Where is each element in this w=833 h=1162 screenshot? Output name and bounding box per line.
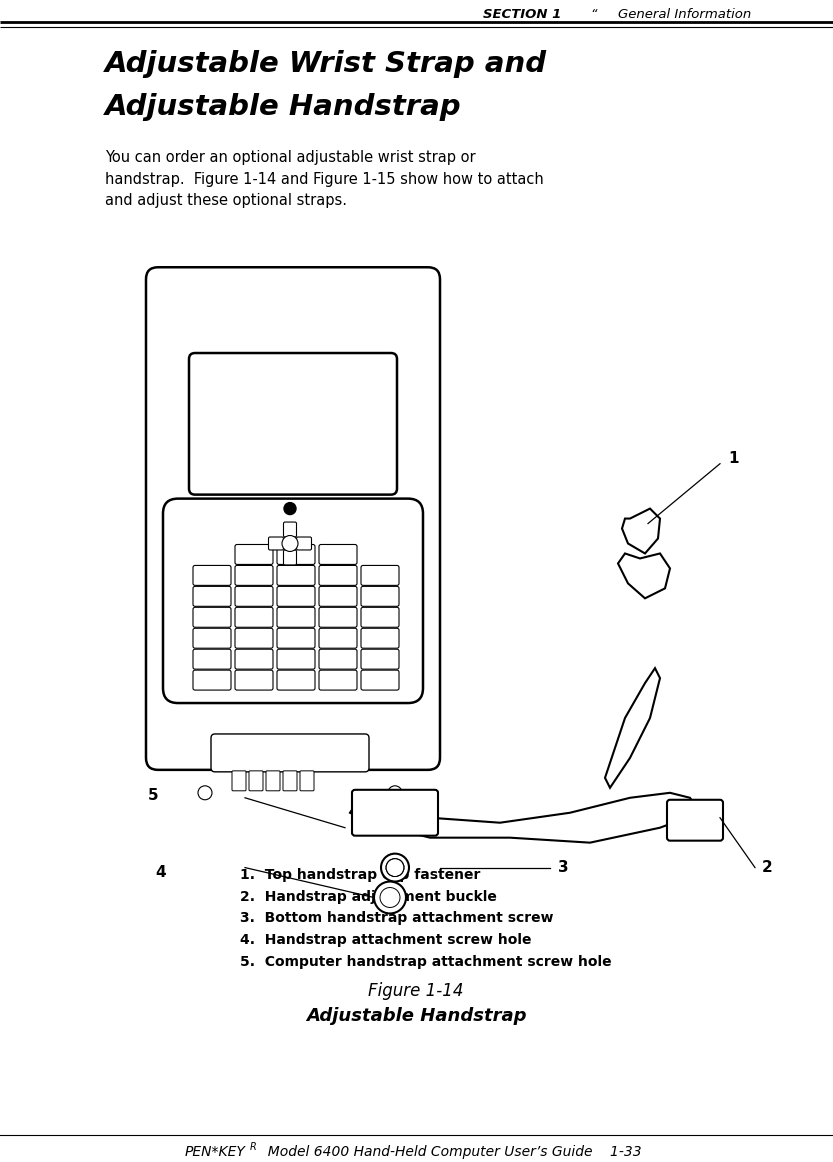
Text: Adjustable Handstrap: Adjustable Handstrap	[105, 93, 461, 121]
FancyBboxPatch shape	[235, 650, 273, 669]
Text: 5.  Computer handstrap attachment screw hole: 5. Computer handstrap attachment screw h…	[240, 955, 611, 969]
FancyBboxPatch shape	[319, 608, 357, 627]
Text: handstrap.  Figure 1-14 and Figure 1-15 show how to attach: handstrap. Figure 1-14 and Figure 1-15 s…	[105, 172, 544, 187]
FancyBboxPatch shape	[277, 587, 315, 607]
FancyBboxPatch shape	[361, 608, 399, 627]
FancyBboxPatch shape	[297, 537, 312, 550]
FancyBboxPatch shape	[319, 650, 357, 669]
FancyBboxPatch shape	[232, 770, 246, 791]
FancyBboxPatch shape	[361, 566, 399, 586]
FancyBboxPatch shape	[193, 566, 231, 586]
FancyBboxPatch shape	[319, 670, 357, 690]
FancyBboxPatch shape	[667, 799, 723, 840]
FancyBboxPatch shape	[193, 629, 231, 648]
Text: Model 6400 Hand-Held Computer User’s Guide    1-33: Model 6400 Hand-Held Computer User’s Gui…	[259, 1145, 641, 1159]
Circle shape	[374, 882, 406, 913]
Text: Adjustable Wrist Strap and: Adjustable Wrist Strap and	[105, 50, 547, 78]
Text: PEN*KEY: PEN*KEY	[185, 1145, 246, 1159]
FancyBboxPatch shape	[193, 650, 231, 669]
Text: You can order an optional adjustable wrist strap or: You can order an optional adjustable wri…	[105, 150, 476, 165]
FancyBboxPatch shape	[300, 770, 314, 791]
Text: 1: 1	[728, 451, 739, 466]
FancyBboxPatch shape	[319, 566, 357, 586]
FancyBboxPatch shape	[361, 629, 399, 648]
FancyBboxPatch shape	[277, 608, 315, 627]
FancyBboxPatch shape	[319, 545, 357, 565]
Circle shape	[388, 786, 402, 799]
FancyBboxPatch shape	[235, 670, 273, 690]
Circle shape	[381, 854, 409, 882]
FancyBboxPatch shape	[211, 734, 369, 772]
FancyBboxPatch shape	[277, 650, 315, 669]
FancyBboxPatch shape	[277, 670, 315, 690]
FancyBboxPatch shape	[193, 608, 231, 627]
FancyBboxPatch shape	[249, 770, 263, 791]
FancyBboxPatch shape	[235, 587, 273, 607]
Text: “: “	[590, 8, 596, 21]
FancyBboxPatch shape	[235, 566, 273, 586]
FancyBboxPatch shape	[235, 629, 273, 648]
Circle shape	[282, 536, 298, 552]
Text: Adjustable Handstrap: Adjustable Handstrap	[306, 1007, 526, 1025]
FancyBboxPatch shape	[361, 670, 399, 690]
FancyBboxPatch shape	[319, 587, 357, 607]
FancyBboxPatch shape	[146, 267, 440, 770]
Polygon shape	[605, 668, 660, 788]
Text: 2.  Handstrap adjustment buckle: 2. Handstrap adjustment buckle	[240, 890, 496, 904]
FancyBboxPatch shape	[283, 770, 297, 791]
FancyBboxPatch shape	[235, 545, 273, 565]
Text: SECTION 1: SECTION 1	[483, 8, 561, 21]
FancyBboxPatch shape	[277, 545, 315, 565]
FancyBboxPatch shape	[283, 522, 297, 537]
Text: 4: 4	[155, 865, 166, 880]
FancyBboxPatch shape	[268, 537, 283, 550]
Text: and adjust these optional straps.: and adjust these optional straps.	[105, 193, 347, 208]
FancyBboxPatch shape	[193, 587, 231, 607]
Text: Figure 1-14: Figure 1-14	[368, 982, 464, 1000]
FancyBboxPatch shape	[361, 587, 399, 607]
Polygon shape	[622, 509, 660, 553]
Text: 2: 2	[762, 860, 773, 875]
FancyBboxPatch shape	[193, 670, 231, 690]
FancyBboxPatch shape	[283, 550, 297, 565]
FancyBboxPatch shape	[189, 353, 397, 495]
Text: General Information: General Information	[618, 8, 751, 21]
FancyBboxPatch shape	[235, 608, 273, 627]
Circle shape	[198, 786, 212, 799]
FancyBboxPatch shape	[352, 790, 438, 835]
FancyBboxPatch shape	[266, 770, 280, 791]
Circle shape	[284, 503, 296, 515]
Text: 5: 5	[147, 788, 158, 803]
FancyBboxPatch shape	[319, 629, 357, 648]
Text: 3.  Bottom handstrap attachment screw: 3. Bottom handstrap attachment screw	[240, 911, 553, 925]
Text: 3: 3	[558, 860, 569, 875]
FancyBboxPatch shape	[361, 650, 399, 669]
Text: 1.  Top handstrap clip fastener: 1. Top handstrap clip fastener	[240, 868, 481, 882]
FancyBboxPatch shape	[277, 566, 315, 586]
Text: 4.  Handstrap attachment screw hole: 4. Handstrap attachment screw hole	[240, 933, 531, 947]
Circle shape	[380, 888, 400, 908]
Polygon shape	[618, 553, 670, 598]
FancyBboxPatch shape	[277, 629, 315, 648]
Polygon shape	[350, 792, 700, 842]
Text: R: R	[250, 1142, 257, 1152]
